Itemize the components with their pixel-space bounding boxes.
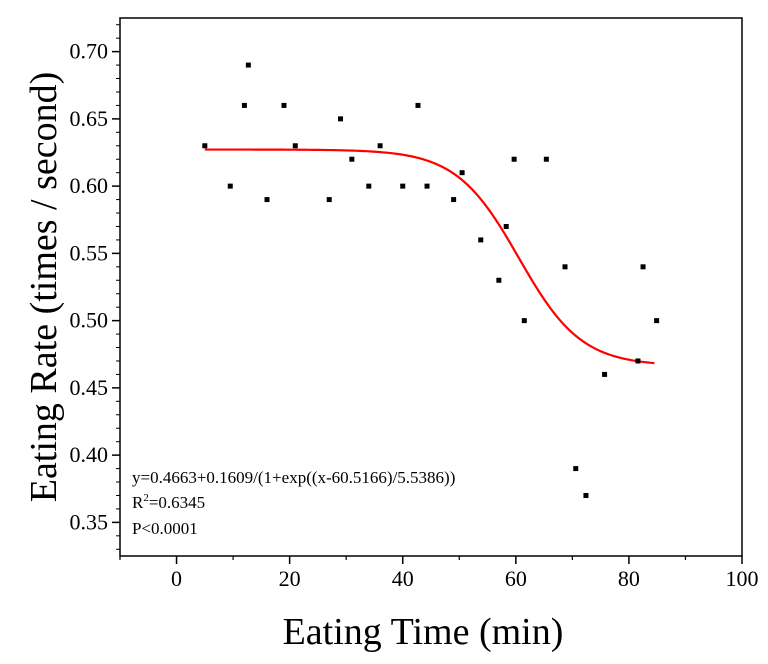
data-point <box>366 183 372 189</box>
y-axis-title: Eating Rate (times / second) <box>23 72 65 503</box>
data-point <box>511 156 517 162</box>
x-tick-label: 100 <box>726 566 759 591</box>
y-tick-label: 0.50 <box>70 308 109 333</box>
data-point <box>349 156 355 162</box>
r-squared-value: =0.6345 <box>149 493 205 512</box>
tick-labels: 0 20 40 60 80 100 0.35 0.40 0.45 0.50 0.55 0.60 0.65… <box>70 39 759 591</box>
data-point <box>227 183 233 189</box>
r-squared-superscript: 2 <box>143 492 149 504</box>
data-point <box>400 183 406 189</box>
data-point <box>602 371 608 377</box>
data-point <box>292 143 298 149</box>
data-point <box>583 492 589 498</box>
data-point <box>281 102 287 108</box>
data-point <box>338 116 344 122</box>
data-point <box>415 102 421 108</box>
data-point <box>503 223 509 229</box>
data-point <box>451 197 457 203</box>
y-tick-label: 0.60 <box>70 173 109 198</box>
data-point <box>573 466 579 472</box>
x-tick-label: 80 <box>618 566 640 591</box>
p-value-annotation: P<0.0001 <box>132 519 198 538</box>
y-tick-label: 0.40 <box>70 442 109 467</box>
y-tick-label: 0.35 <box>70 509 109 534</box>
data-point <box>264 197 270 203</box>
x-tick-label: 40 <box>392 566 414 591</box>
r-squared-label: R <box>132 493 144 512</box>
tick-marks <box>112 24 743 564</box>
x-tick-label: 60 <box>505 566 527 591</box>
y-tick-label: 0.70 <box>70 39 109 64</box>
data-point <box>459 170 465 176</box>
data-point <box>478 237 484 243</box>
data-point <box>521 318 527 324</box>
data-points <box>202 62 660 498</box>
x-axis-title: Eating Time (min) <box>283 611 564 653</box>
data-point <box>543 156 549 162</box>
data-point <box>377 143 383 149</box>
y-tick-label: 0.55 <box>70 240 109 265</box>
data-point <box>245 62 251 68</box>
equation-annotation: y=0.4663+0.1609/(1+exp((x-60.5166)/5.538… <box>132 468 455 487</box>
data-point <box>640 264 646 270</box>
data-point <box>654 318 660 324</box>
data-point <box>241 102 247 108</box>
data-point <box>496 277 502 283</box>
data-point <box>202 143 208 149</box>
x-tick-label: 20 <box>279 566 301 591</box>
x-tick-label: 0 <box>171 566 182 591</box>
plot-frame <box>119 17 743 557</box>
data-point <box>635 358 641 364</box>
y-tick-label: 0.45 <box>70 375 109 400</box>
data-point <box>326 197 332 203</box>
y-tick-label: 0.65 <box>70 106 109 131</box>
data-point <box>562 264 568 270</box>
data-point <box>424 183 430 189</box>
fit-curve <box>204 148 655 365</box>
r-squared-annotation: R2=0.6345 <box>132 492 205 512</box>
